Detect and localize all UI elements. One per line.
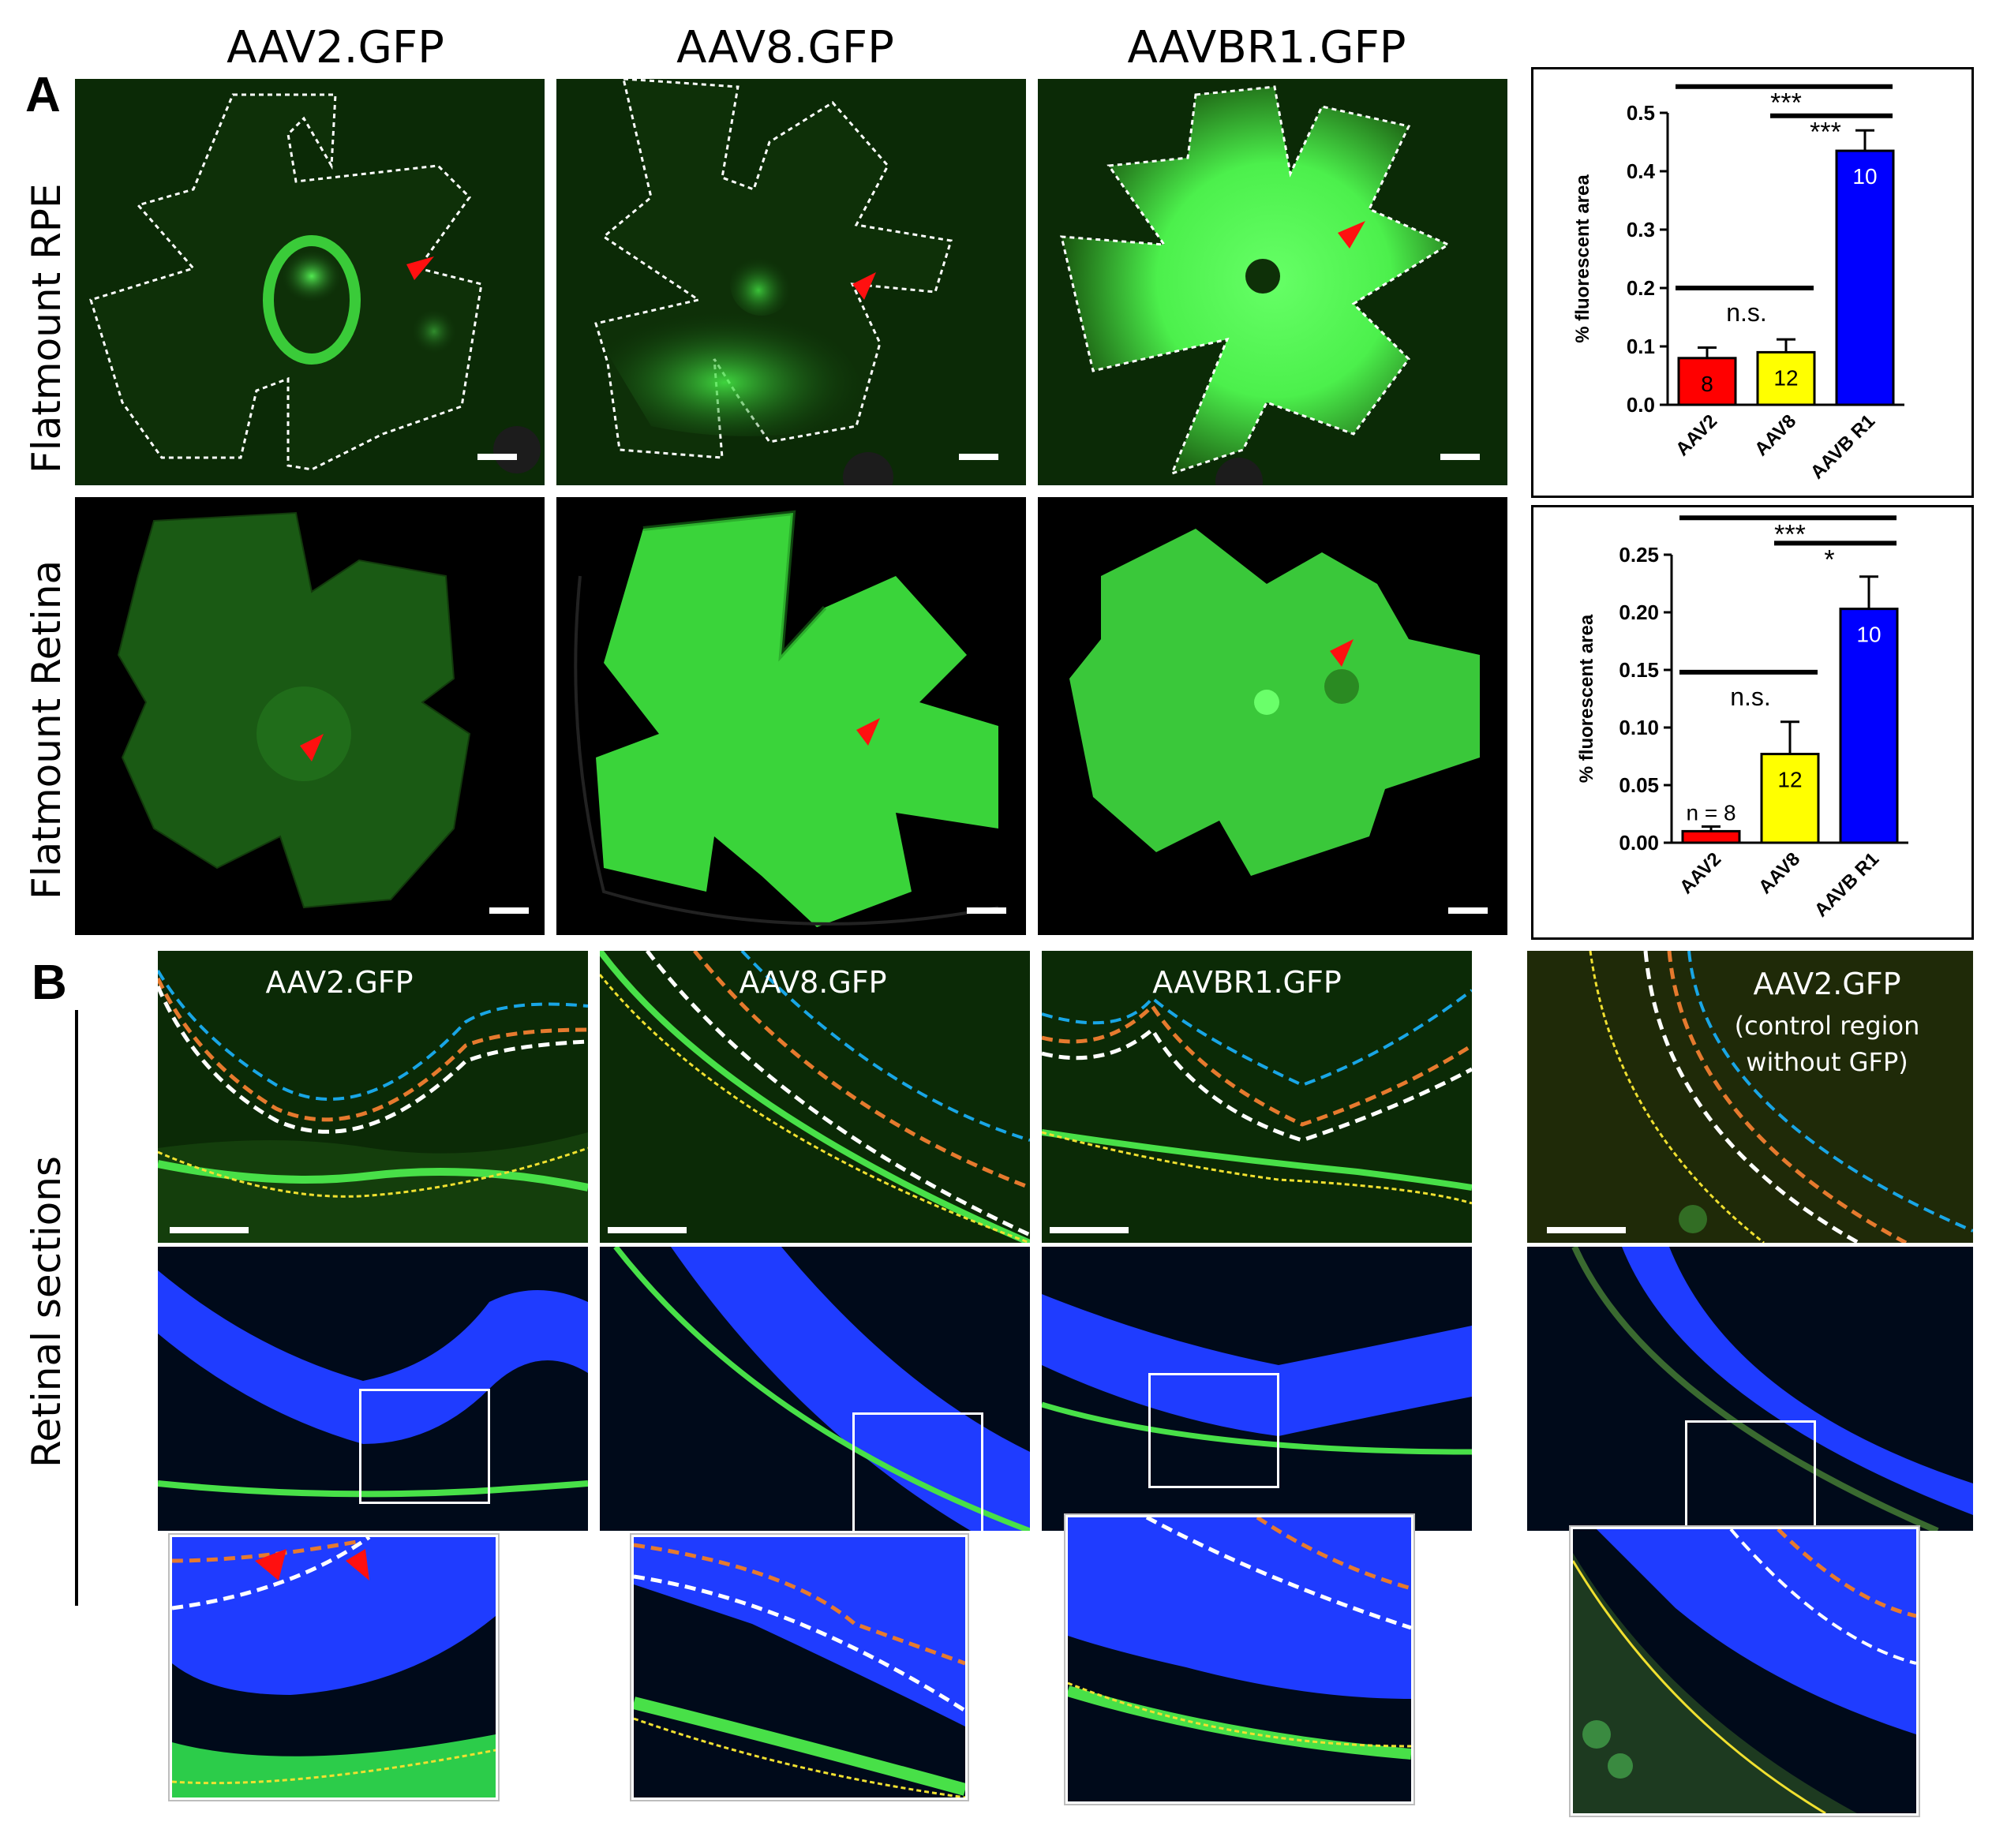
inset-aav2-image (170, 1535, 498, 1800)
bar-aavbr1 (1835, 149, 1895, 406)
y-tick-label: 0.05 (1619, 773, 1659, 797)
scale-bar (1448, 907, 1488, 914)
section-title-aav8: AAV8.GFP (739, 965, 887, 1000)
flatmount-retina-aav2-image (75, 497, 545, 935)
section-dapi-aavbr1-image (1042, 1247, 1472, 1531)
panel-letter-a: A (25, 68, 61, 122)
panel-b-bracket-line (75, 1010, 78, 1606)
y-tick-label: 0.5 (1627, 101, 1655, 125)
bar-aavbr1 (1839, 608, 1899, 844)
bar-aav8 (1756, 350, 1816, 406)
section-dapi-control-image (1527, 1247, 1973, 1531)
y-tick-label: 0.0 (1627, 393, 1655, 417)
y-tick-label: 0.25 (1619, 543, 1659, 567)
column-title-aavbr1: AAVBR1.GFP (1127, 22, 1406, 73)
section-gfp-control-image: AAV2.GFP (control region without GFP) (1527, 951, 1973, 1243)
section-title-aavbr1: AAVBR1.GFP (1152, 965, 1342, 1000)
bar-count-label: 12 (1773, 365, 1798, 390)
bar-count-label: 10 (1856, 623, 1881, 647)
flatmount-retina-aav8-image (556, 497, 1026, 935)
scale-bar (489, 907, 529, 914)
significance-label: n.s. (1726, 298, 1767, 327)
y-tick-label: 0.2 (1627, 276, 1655, 300)
x-tick-label: AAV2 (1676, 848, 1725, 898)
section-gfp-aavbr1-image: AAVBR1.GFP (1042, 951, 1472, 1243)
flatmount-retina-aavbr1-image (1038, 497, 1507, 935)
scale-bar (967, 907, 1006, 914)
bar-count-label: 12 (1777, 768, 1802, 792)
row-label-retinal-sections: Retinal sections (24, 1156, 69, 1468)
section-dapi-aav2-image (158, 1247, 588, 1531)
x-tick-label: AAV8 (1750, 410, 1800, 460)
section-gfp-aav8-image: AAV8.GFP (600, 951, 1030, 1243)
significance-label: *** (1770, 88, 1802, 118)
control-note-line2: without GFP) (1746, 1047, 1908, 1077)
scale-bar (1547, 1227, 1626, 1233)
panel-letter-b: B (32, 956, 67, 1010)
section-title-control: AAV2.GFP (1753, 967, 1901, 1001)
bar-chart-retina: 0.00 0.05 0.10 0.15 0.20 0.25 % fluorescent ar… (1576, 515, 1908, 921)
bar-count-label: n = 8 (1686, 800, 1736, 825)
row-label-flatmount-retina: Flatmount Retina (24, 559, 69, 900)
inset-aavbr1-image (1065, 1515, 1413, 1804)
x-tick-label: AAV2 (1672, 410, 1721, 460)
column-title-aav8: AAV8.GFP (676, 22, 894, 73)
significance-label: * (1824, 544, 1834, 574)
scale-bar (170, 1227, 249, 1233)
x-tick-label: AAV8 (1754, 848, 1804, 898)
y-tick-label: 0.10 (1619, 716, 1659, 739)
chart-rpe-fluorescent-area: 0.0 0.1 0.2 0.3 0.4 0.5 % fluorescent area 8 AAV… (1531, 67, 1974, 498)
zoom-box (1685, 1420, 1816, 1531)
scale-bar (1050, 1227, 1129, 1233)
y-tick-label: 0.20 (1619, 600, 1659, 624)
significance-label: n.s. (1730, 683, 1771, 711)
section-title-aav2: AAV2.GFP (265, 965, 414, 1000)
x-tick-label: AAVB R1 (1810, 848, 1883, 921)
y-tick-label: 0.1 (1627, 335, 1655, 358)
zoom-box (359, 1389, 490, 1504)
y-tick-label: 0.15 (1619, 658, 1659, 682)
scale-bar (1440, 454, 1480, 460)
y-axis-label: % fluorescent area (1576, 614, 1597, 783)
column-title-aav2: AAV2.GFP (227, 22, 444, 73)
zoom-box (1148, 1373, 1279, 1488)
chart-retina-fluorescent-area: 0.00 0.05 0.10 0.15 0.20 0.25 % fluorescent ar… (1531, 505, 1974, 940)
bar-count-label: 10 (1852, 164, 1877, 189)
scale-bar (608, 1227, 687, 1233)
flatmount-rpe-aavbr1-image (1038, 79, 1507, 485)
y-axis-label: % fluorescent area (1572, 174, 1593, 343)
bar-aav2 (1681, 829, 1741, 844)
x-tick-label: AAVB R1 (1807, 410, 1879, 483)
bar-count-label: 8 (1701, 372, 1713, 396)
significance-label: *** (1810, 118, 1841, 148)
bar-chart-rpe: 0.0 0.1 0.2 0.3 0.4 0.5 % fluorescent area 8 AAV… (1572, 84, 1904, 483)
flatmount-rpe-aav8-image (556, 79, 1026, 485)
bar-aav8 (1760, 753, 1820, 844)
control-note-line1: (control region (1734, 1011, 1920, 1041)
flatmount-rpe-aav2-image (75, 79, 545, 485)
section-dapi-aav8-image (600, 1247, 1030, 1531)
section-gfp-aav2-image: AAV2.GFP (158, 951, 588, 1243)
y-tick-label: 0.00 (1619, 831, 1659, 855)
y-tick-label: 0.4 (1627, 159, 1656, 183)
row-label-flatmount-rpe: Flatmount RPE (24, 183, 69, 473)
scale-bar (959, 454, 998, 460)
inset-aav8-image (631, 1535, 968, 1800)
bar-aav2 (1677, 357, 1737, 406)
zoom-box (852, 1412, 983, 1531)
y-tick-label: 0.3 (1627, 218, 1655, 241)
inset-control-image (1571, 1527, 1919, 1816)
scale-bar (477, 454, 517, 460)
